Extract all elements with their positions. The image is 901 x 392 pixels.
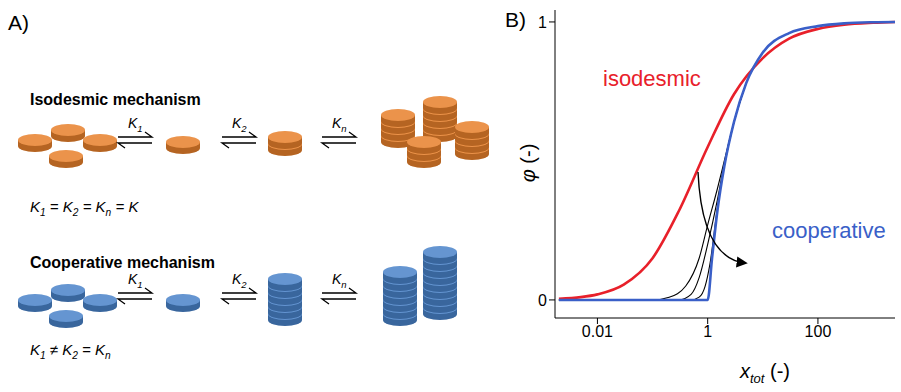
svg-text:K1 = K2 = Kn = K: K1 = K2 = Kn = K (30, 198, 139, 218)
svg-text:1: 1 (538, 14, 547, 31)
svg-text:100: 100 (805, 323, 832, 340)
svg-text:0.01: 0.01 (582, 323, 613, 340)
svg-text:K1: K1 (128, 271, 143, 290)
svg-text:K1 ≠ K2 = Kn: K1 ≠ K2 = Kn (30, 341, 111, 361)
html-text:φ: φ (517, 169, 539, 183)
svg-text:Isodesmic mechanism: Isodesmic mechanism (30, 91, 201, 108)
svg-text:Kn: Kn (332, 271, 347, 290)
svg-text:K2: K2 (232, 115, 247, 134)
svg-text:0: 0 (538, 292, 547, 309)
svg-text:K1: K1 (128, 115, 143, 134)
svg-text:K2: K2 (232, 271, 247, 290)
svg-text:Kn: Kn (332, 115, 347, 134)
svg-text:1: 1 (703, 323, 712, 340)
html-text:cooperative: cooperative (772, 218, 886, 243)
html-text:B): B) (505, 8, 526, 31)
svg-text:Cooperative mechanism: Cooperative mechanism (30, 254, 215, 271)
html-text:xtot(-): xtot(-) (740, 360, 790, 386)
html-text:isodesmic: isodesmic (603, 66, 701, 91)
svg-text:A): A) (8, 11, 29, 34)
